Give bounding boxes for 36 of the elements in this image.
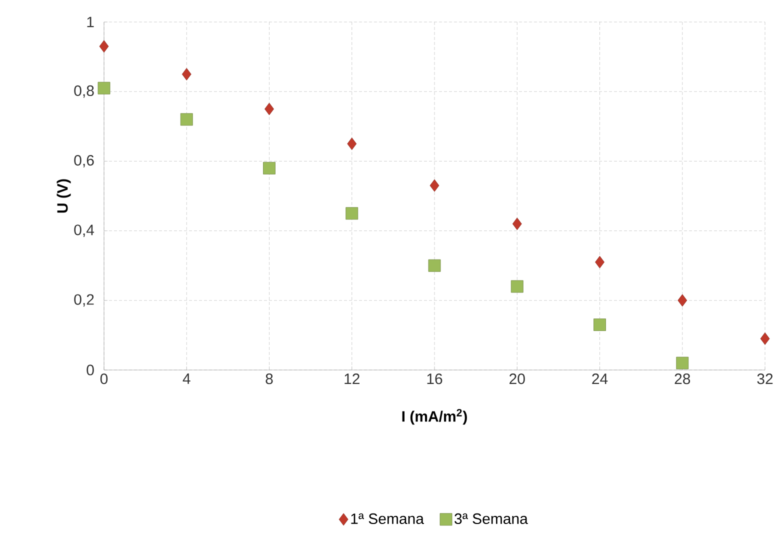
y-axis-title: U (V) [56,179,71,213]
y-tick-label: 0,6 [74,155,94,168]
point [263,162,276,174]
point [99,40,109,53]
point [347,138,357,150]
y-tick-label: 0,8 [74,85,94,98]
x-tick-label: 16 [427,374,442,384]
point [428,259,441,272]
x-tick-label: 20 [510,374,525,384]
legend-label: 3ª Semana [454,513,528,524]
x-tick-label: 0 [100,374,108,384]
x-tick-label: 24 [592,374,608,384]
x-tick-label: 32 [757,374,773,384]
y-tick-label: 0,2 [74,294,94,307]
y-tick-label: 1 [87,16,94,28]
y-tick-label: 0 [86,364,94,376]
x-tick-label: 8 [266,374,273,384]
point [760,332,770,345]
point [678,294,688,307]
y-tick-label: 0,4 [74,224,94,237]
point [98,82,110,94]
point [182,68,192,80]
point [430,179,440,192]
point [510,280,524,293]
x-tick-label: 28 [674,374,690,384]
point [346,207,358,220]
x-tick-label: 12 [344,374,360,384]
x-tick-label: 4 [182,374,190,384]
legend-label: 1ª Semana [351,513,424,524]
point [676,356,689,370]
point [180,113,193,126]
point [594,318,606,331]
point [595,256,604,268]
point [264,102,274,116]
point [512,218,522,230]
x-axis-title: I (mA/m$^{2}$) [402,409,467,425]
